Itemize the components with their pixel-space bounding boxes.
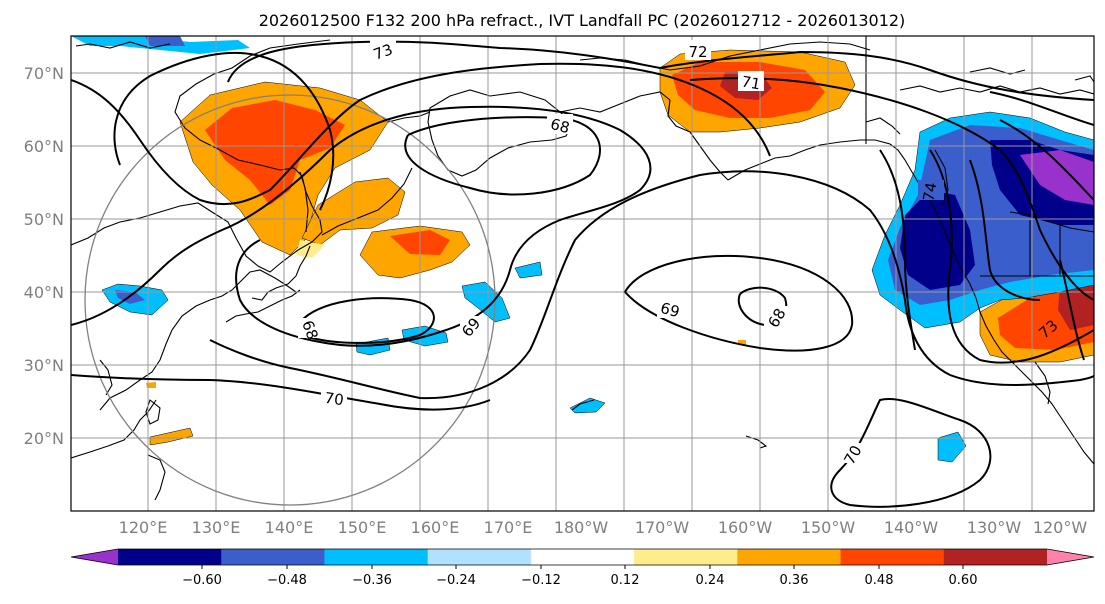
- longitude-labels: 120°E 130°E 140°E 150°E 160°E 170°E 180°…: [119, 518, 1088, 537]
- lon-label: 170°W: [635, 518, 690, 537]
- lat-label: 20°N: [24, 429, 64, 448]
- contour-label: 68: [548, 115, 571, 137]
- contour-label: 70: [323, 389, 344, 409]
- lon-label: 120°E: [119, 518, 168, 537]
- colorbar-tick-label: −0.60: [182, 573, 222, 588]
- contour-label: 74: [919, 181, 940, 203]
- colorbar-tick-label: −0.48: [267, 573, 307, 588]
- colorbar-segment: [840, 549, 945, 565]
- colorbar-segment: [943, 549, 1048, 565]
- colorbar-segment: [530, 549, 635, 565]
- colorbar-extend-high: [1047, 549, 1094, 565]
- lon-label: 160°E: [411, 518, 460, 537]
- colorbar-tick-label: 0.48: [865, 573, 894, 588]
- colorbar-segments: [70, 548, 1095, 566]
- colorbar-segment: [634, 549, 738, 565]
- colorbar-ticks: −0.60 −0.48 −0.36 −0.24 −0.12 0.12 0.24 …: [182, 565, 977, 588]
- colorbar-segment: [118, 549, 222, 565]
- lon-label: 180°W: [554, 518, 609, 537]
- colorbar-segment: [221, 549, 325, 565]
- contour-label: 72: [688, 43, 707, 61]
- contour-labels: 73 72 71 68 69 68 69 68 70 70 74 73: [298, 40, 1062, 468]
- lat-label: 60°N: [24, 137, 64, 156]
- contour-label: 73: [371, 40, 395, 63]
- lon-label: 160°W: [718, 518, 773, 537]
- lon-label: 150°E: [338, 518, 387, 537]
- colorbar-tick-label: 0.24: [696, 573, 725, 588]
- map-border: [70, 35, 1095, 512]
- map-panel: 73 72 71 68 69 68 69 68 70 70 74 73: [71, 36, 1094, 511]
- colorbar-tick-label: 0.36: [780, 573, 809, 588]
- colorbar-segment: [427, 549, 532, 565]
- lon-label: 140°E: [265, 518, 314, 537]
- coastlines: [71, 36, 1094, 501]
- lon-label: 170°E: [484, 518, 533, 537]
- colorbar-segment: [324, 549, 429, 565]
- lat-label: 70°N: [24, 64, 64, 83]
- lon-label: 130°W: [967, 518, 1022, 537]
- colorbar-segment: [737, 549, 842, 565]
- lat-label: 40°N: [24, 283, 64, 302]
- lon-label: 130°E: [192, 518, 241, 537]
- colorbar-tick-label: −0.36: [352, 573, 392, 588]
- colorbar-tick-label: −0.12: [521, 573, 561, 588]
- contour-label: 68: [298, 318, 321, 342]
- colorbar-extend-low: [71, 549, 118, 565]
- graticule: [71, 36, 1094, 511]
- lat-label: 30°N: [24, 356, 64, 375]
- colorbar: −0.60 −0.48 −0.36 −0.24 −0.12 0.12 0.24 …: [70, 548, 1095, 588]
- contour-label: 71: [740, 72, 762, 93]
- lon-label: 120°W: [1033, 518, 1088, 537]
- figure-title: 2026012500 F132 200 hPa refract., IVT La…: [259, 11, 906, 30]
- colorbar-tick-label: −0.24: [436, 573, 476, 588]
- lon-label: 140°W: [884, 518, 939, 537]
- latitude-labels: 70°N 60°N 50°N 40°N 30°N 20°N: [24, 64, 64, 448]
- colorbar-tick-label: 0.12: [611, 573, 640, 588]
- colorbar-outline: [70, 548, 1095, 566]
- lat-label: 50°N: [24, 210, 64, 229]
- colorbar-tick-label: 0.60: [949, 573, 978, 588]
- contour-label: 69: [658, 299, 681, 321]
- lon-label: 150°W: [801, 518, 856, 537]
